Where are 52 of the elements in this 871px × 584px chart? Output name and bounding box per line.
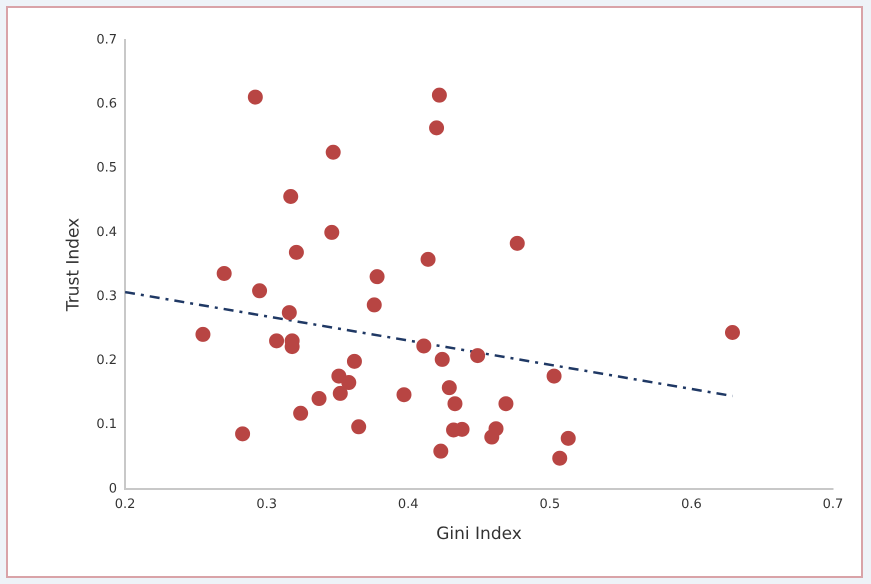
x-tick-label: 0.4: [398, 497, 419, 512]
point: [252, 283, 268, 298]
point: [396, 387, 412, 402]
point: [546, 368, 562, 384]
point: [488, 421, 504, 436]
point: [248, 90, 263, 105]
point: [510, 236, 525, 251]
point: [366, 297, 382, 312]
point: [470, 348, 486, 364]
y-tick-label: 0.6: [96, 96, 118, 112]
point: [498, 396, 514, 412]
x-tick-label: 0.6: [681, 497, 702, 512]
point: [416, 338, 432, 354]
point: [346, 354, 362, 369]
point: [341, 375, 356, 390]
point: [724, 324, 740, 340]
y-tick-label: 0.7: [96, 32, 118, 48]
point: [293, 406, 308, 421]
point: [269, 333, 284, 348]
y-tick-label: 0.2: [96, 353, 118, 368]
point: [560, 430, 576, 446]
x-tick-label: 0.2: [114, 497, 136, 512]
y-tick-label: 0: [108, 481, 118, 496]
point: [195, 326, 210, 342]
x-tick-label: 0.3: [256, 497, 278, 512]
point: [434, 352, 450, 367]
point: [282, 305, 297, 320]
point: [326, 144, 341, 160]
y-tick-label: 0.4: [96, 224, 118, 240]
y-tick-label: 0.1: [96, 417, 118, 432]
y-tick-label: 0.5: [96, 160, 118, 176]
point: [216, 266, 232, 281]
point: [288, 244, 304, 260]
point: [312, 391, 327, 406]
point: [552, 450, 568, 466]
y-axis-title: Trust Index: [64, 218, 84, 312]
point: [370, 269, 385, 284]
point: [447, 396, 462, 412]
point: [429, 120, 444, 136]
point: [420, 252, 436, 267]
point: [351, 419, 366, 434]
x-tick-label: 0.5: [539, 497, 560, 512]
point: [442, 380, 457, 396]
point: [324, 224, 340, 240]
y-tick-label: 0.3: [96, 288, 118, 304]
point: [432, 88, 447, 103]
point: [283, 189, 298, 204]
point: [332, 386, 348, 401]
point: [433, 444, 448, 459]
x-axis-title: Gini Index: [436, 524, 522, 544]
point: [235, 426, 250, 442]
x-tick-label: 0.7: [822, 497, 844, 512]
